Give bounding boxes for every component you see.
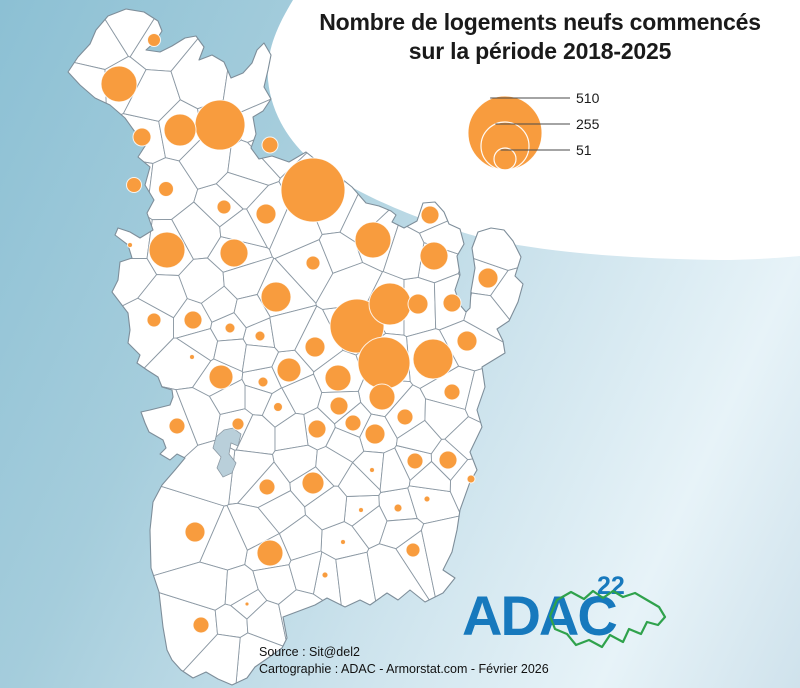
commune-circle [219, 238, 249, 268]
commune-circle [423, 495, 431, 503]
commune-circle [304, 336, 326, 358]
commune-circle [273, 402, 283, 412]
commune-circle [301, 471, 325, 495]
adac-logo: ADAC 22 [462, 574, 702, 680]
cartography-line: Cartographie : ADAC - Armorstat.com - Fé… [259, 661, 549, 676]
commune-circle [420, 205, 440, 225]
commune-circle [148, 231, 186, 269]
commune-circle [369, 467, 375, 473]
commune-circle [419, 241, 449, 271]
commune-circle [163, 113, 197, 147]
commune-circle [224, 322, 236, 334]
commune-circle [184, 521, 206, 543]
legend-circle-max [467, 95, 543, 171]
commune-polygon [75, 113, 166, 164]
legend-circle [493, 147, 517, 171]
commune-circle [364, 423, 386, 445]
commune-circle [189, 354, 195, 360]
commune-circle [466, 474, 476, 484]
commune-polygon [122, 69, 181, 122]
legend-value-mid: 255 [576, 116, 600, 132]
commune-polygon [315, 262, 383, 310]
map-title-line2: sur la période 2018-2025 [408, 38, 672, 65]
commune-circle [261, 136, 279, 154]
commune-polygon [213, 338, 247, 372]
commune-circle [357, 336, 411, 390]
commune-circle [280, 157, 346, 223]
commune-circle [368, 282, 412, 326]
commune-circle [393, 503, 403, 513]
proportional-symbols [100, 33, 499, 634]
commune-circle [100, 65, 138, 103]
commune-circle [396, 408, 414, 426]
commune-circle [344, 414, 362, 432]
commune-circle [405, 542, 421, 558]
commune-polygon [274, 412, 309, 452]
adac-logo-text: ADAC [462, 584, 618, 647]
commune-circle [255, 203, 277, 225]
map-title: Nombre de logements neufs commencés sur … [300, 8, 780, 67]
commune-circle [340, 539, 346, 545]
commune-circle [208, 364, 234, 390]
commune-circle [321, 571, 329, 579]
commune-circle [260, 281, 292, 313]
commune-polygon [219, 208, 268, 249]
commune-circle [368, 383, 396, 411]
commune-circle [329, 396, 349, 416]
commune-polygon [269, 304, 318, 353]
source-line: Source : Sit@del2 [259, 645, 360, 659]
commune-circle [406, 452, 424, 470]
commune-circle [244, 601, 250, 607]
commune-circle [254, 330, 266, 342]
commune-polygon [68, 209, 153, 259]
commune-polygon [241, 344, 279, 373]
commune-circle [147, 33, 161, 47]
commune-circle [412, 338, 454, 380]
map-credits: Source : Sit@del2 Cartographie : ADAC - … [259, 644, 549, 678]
commune-circle [146, 312, 162, 328]
commune-circle [194, 99, 246, 151]
commune-circle [354, 221, 392, 259]
commune-circle [168, 417, 186, 435]
commune-circle [407, 293, 429, 315]
commune-circle [307, 419, 327, 439]
commune-circle [192, 616, 210, 634]
commune-circle [126, 177, 142, 193]
commune-polygon [408, 461, 451, 493]
commune-circle [443, 383, 461, 401]
commune-polygon [278, 514, 323, 561]
commune-circle [305, 255, 321, 271]
commune-circle [276, 357, 302, 383]
commune-circle [456, 330, 478, 352]
department-outline-icon [548, 589, 667, 649]
commune-circle [183, 310, 203, 330]
commune-circle [158, 181, 174, 197]
commune-circle [438, 450, 458, 470]
commune-polygon [137, 274, 188, 319]
commune-circle [257, 376, 269, 388]
commune-circle [132, 127, 152, 147]
map-title-line1: Nombre de logements neufs commencés [319, 9, 761, 35]
legend-value-min: 51 [576, 142, 592, 158]
commune-circle [258, 478, 276, 496]
commune-circle [358, 507, 364, 513]
commune-circle [216, 199, 232, 215]
commune-circle [442, 293, 462, 313]
legend-value-max: 510 [576, 90, 600, 106]
commune-circle [127, 242, 133, 248]
commune-polygon [68, 57, 108, 160]
legend-symbols [467, 95, 570, 171]
commune-circle [324, 364, 352, 392]
commune-circle [256, 539, 284, 567]
commune-circle [231, 417, 245, 431]
commune-circle [477, 267, 499, 289]
